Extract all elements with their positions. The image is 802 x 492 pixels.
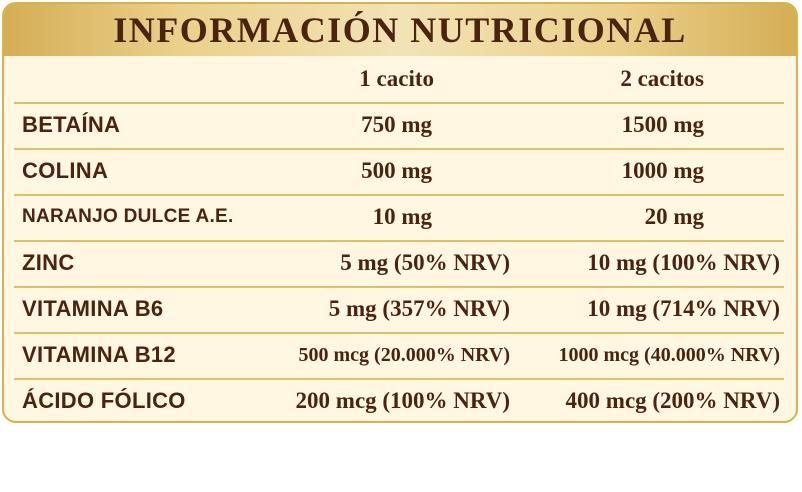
title-banner: INFORMACIÓN NUTRICIONAL (4, 4, 796, 56)
column-header-2-cacitos: 2 cacitos (620, 66, 704, 91)
table-row: ZINC 5 mg (50% NRV) 10 mg (100% NRV) (4, 240, 796, 286)
nutrient-name: NARANJO DULCE A.E. (22, 206, 234, 227)
value-2-cacitos: 10 mg (100% NRV) (587, 250, 780, 275)
nutrient-name: BETAÍNA (22, 112, 121, 137)
column-header-1-cacito: 1 cacito (359, 66, 434, 91)
value-1-cacito: 500 mg (361, 158, 432, 183)
value-1-cacito: 500 mcg (20.000% NRV) (298, 344, 510, 366)
nutrient-name: COLINA (22, 158, 109, 183)
value-2-cacitos: 10 mg (714% NRV) (587, 296, 780, 321)
value-1-cacito: 750 mg (361, 112, 432, 137)
table-row: COLINA 500 mg 1000 mg (4, 148, 796, 194)
nutrient-name: VITAMINA B12 (22, 342, 176, 367)
nutrient-name: ZINC (22, 250, 75, 275)
nutrient-name: VITAMINA B6 (22, 296, 164, 321)
panel-title: INFORMACIÓN NUTRICIONAL (113, 10, 687, 50)
value-2-cacitos: 400 mcg (200% NRV) (565, 388, 780, 413)
table-row: VITAMINA B12 500 mcg (20.000% NRV) 1000 … (4, 332, 796, 378)
value-1-cacito: 200 mcg (100% NRV) (295, 388, 510, 413)
column-header-row: 1 cacito 2 cacitos (4, 56, 796, 102)
value-1-cacito: 10 mg (372, 204, 432, 229)
table-row: VITAMINA B6 5 mg (357% NRV) 10 mg (714% … (4, 286, 796, 332)
value-2-cacitos: 1000 mg (621, 158, 704, 183)
table-row: BETAÍNA 750 mg 1500 mg (4, 102, 796, 148)
table-row: ÁCIDO FÓLICO 200 mcg (100% NRV) 400 mcg … (4, 378, 796, 421)
value-2-cacitos: 20 mg (644, 204, 704, 229)
value-2-cacitos: 1000 mcg (40.000% NRV) (558, 344, 780, 366)
value-1-cacito: 5 mg (357% NRV) (328, 296, 510, 321)
table-row: NARANJO DULCE A.E. 10 mg 20 mg (4, 194, 796, 240)
nutrition-panel: INFORMACIÓN NUTRICIONAL 1 cacito 2 cacit… (2, 2, 798, 423)
value-2-cacitos: 1500 mg (621, 112, 704, 137)
nutrient-name: ÁCIDO FÓLICO (22, 388, 186, 413)
value-1-cacito: 5 mg (50% NRV) (340, 250, 510, 275)
